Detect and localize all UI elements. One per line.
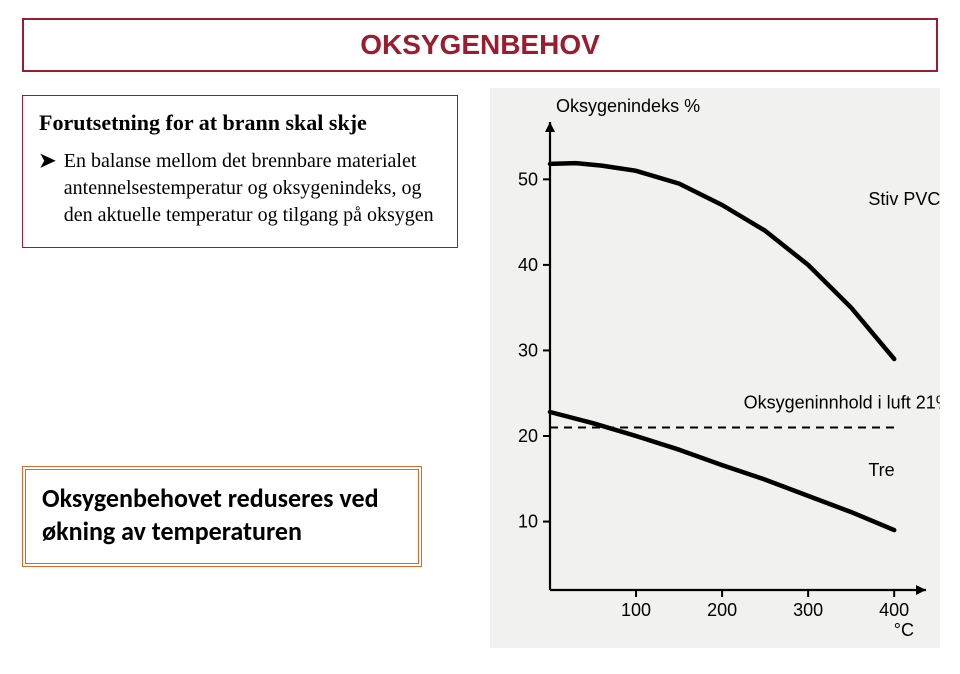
page-title: OKSYGENBEHOV: [360, 29, 600, 61]
svg-text:Stiv PVC: Stiv PVC: [868, 189, 940, 209]
svg-text:200: 200: [707, 600, 737, 620]
arrow-icon: ➤: [39, 148, 56, 175]
premise-box: Forutsetning for at brann skal skje ➤ En…: [22, 95, 458, 248]
title-bar: OKSYGENBEHOV: [22, 18, 938, 72]
svg-text:10: 10: [518, 512, 538, 532]
svg-text:Oksygeninnhold i luft 21%: Oksygeninnhold i luft 21%: [744, 393, 940, 413]
oxygen-index-chart: 10 20 30 40 50 100 200 300 400 Oksygenindeks % °C O…: [490, 88, 940, 648]
svg-text:300: 300: [793, 600, 823, 620]
svg-text:Oksygenindeks %: Oksygenindeks %: [556, 96, 700, 116]
conclusion-box: Oksygenbehovet reduseres ved økning av t…: [22, 466, 422, 567]
svg-text:30: 30: [518, 340, 538, 360]
svg-text:°C: °C: [894, 620, 914, 640]
svg-text:50: 50: [518, 169, 538, 189]
svg-text:20: 20: [518, 426, 538, 446]
svg-text:40: 40: [518, 255, 538, 275]
svg-text:100: 100: [621, 600, 651, 620]
premise-heading: Forutsetning for at brann skal skje: [39, 110, 441, 136]
premise-bullet: ➤ En balanse mellom det brennbare materi…: [39, 148, 441, 229]
premise-bullet-text: En balanse mellom det brennbare material…: [64, 148, 441, 229]
svg-text:Tre: Tre: [868, 460, 894, 480]
conclusion-text: Oksygenbehovet reduseres ved økning av t…: [42, 482, 402, 547]
svg-text:400: 400: [879, 600, 909, 620]
